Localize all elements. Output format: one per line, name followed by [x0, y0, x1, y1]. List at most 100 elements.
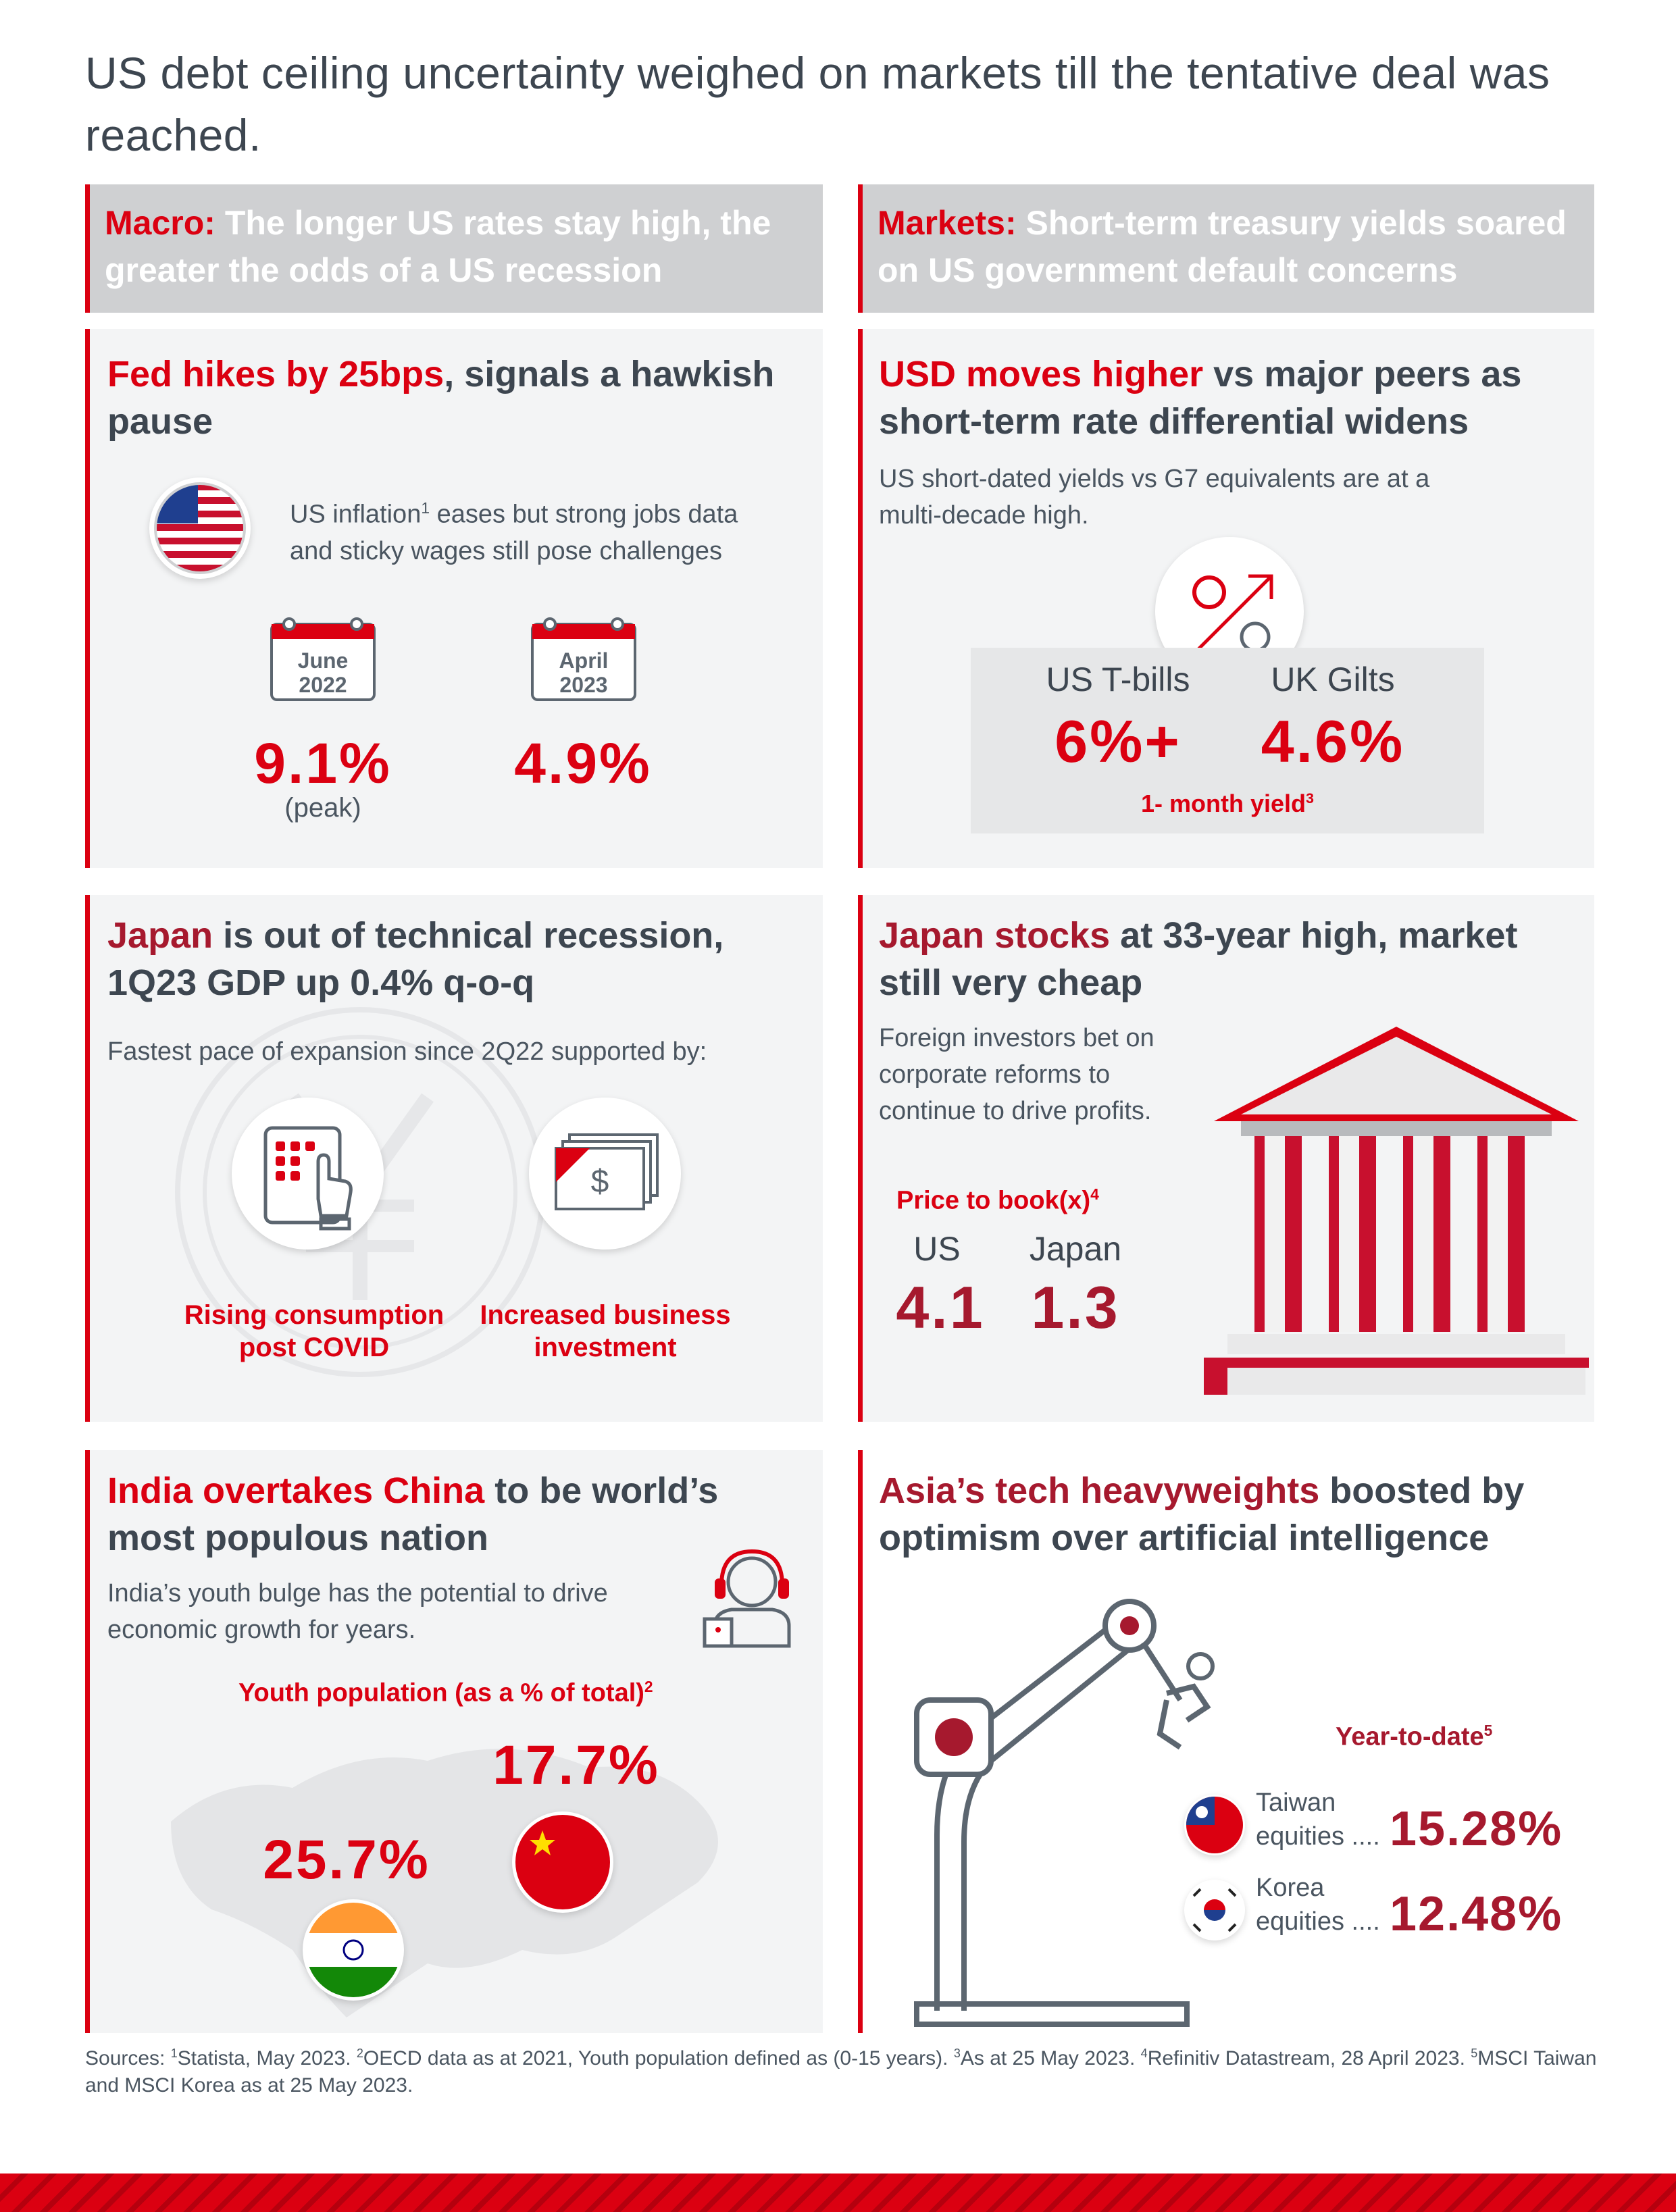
taiwan-label-l1: Taiwan [1256, 1789, 1336, 1817]
japan-item-1: Rising consumption post COVID [172, 1299, 456, 1364]
fed-note-a: US inflation [290, 500, 422, 529]
asia-tech-heading-red: Asia’s tech heavyweights [879, 1470, 1320, 1511]
usd-panel: USD moves higher vs major peers as short… [858, 329, 1594, 868]
usd-label-1: US T-bills [1046, 661, 1190, 698]
usd-caption-text: 1- month yield [1140, 790, 1306, 817]
usd-value-1: 6%+ [1055, 708, 1182, 775]
pb-value-us: 4.1 [896, 1274, 985, 1341]
china-value: 17.7% [492, 1734, 660, 1796]
japan-item-1-l1: Rising consumption [184, 1300, 445, 1330]
cal1-line1: June [297, 648, 349, 673]
usd-heading: USD moves higher vs major peers as short… [879, 351, 1581, 445]
svg-text:$: $ [591, 1164, 609, 1200]
stock-exchange-building-icon [1204, 1027, 1589, 1395]
usd-label-2: UK Gilts [1271, 661, 1395, 698]
src-b: Statista, May 2023. [177, 2047, 357, 2069]
korea-label: Korea equities .... [1256, 1871, 1391, 1938]
fed-note: US inflation1 eases but strong jobs data… [290, 490, 783, 569]
asia-map-icon [171, 1749, 718, 2017]
pb-value-japan: 1.3 [1031, 1274, 1120, 1341]
taiwan-label-l2: equities .... [1256, 1822, 1380, 1851]
decorative-bottom-band [0, 2174, 1676, 2212]
pb-label-text: Price to book(x) [896, 1186, 1091, 1215]
youth-label-sup: 2 [644, 1678, 653, 1695]
calendar-icon-june [269, 615, 377, 702]
japan-stocks-heading-rest: at 33-year high, market still very cheap [879, 915, 1518, 1003]
markets-header: Markets: Short-term treasury yields soar… [858, 184, 1594, 313]
taiwan-value: 15.28% [1390, 1802, 1563, 1856]
fed-note-b: eases but strong jobs data and sticky wa… [290, 500, 738, 565]
pb-label-sup: 4 [1090, 1185, 1099, 1203]
src-s4: 4 [1140, 2047, 1148, 2060]
pb-label: Price to book(x)4 [896, 1185, 1167, 1216]
usd-caption: 1- month yield3 [1072, 790, 1383, 818]
src-s3: 3 [953, 2047, 961, 2060]
india-note: India’s youth bulge has the potential to… [107, 1579, 608, 1644]
usd-heading-red: USD moves higher [879, 354, 1204, 394]
japan-gdp-panel: Japan is out of technical recession, 1Q2… [85, 895, 823, 1422]
india-flag-icon [303, 1899, 404, 2001]
usd-value-2: 4.6% [1261, 708, 1405, 775]
korea-label-l2: equities .... [1256, 1907, 1380, 1936]
china-flag-icon [512, 1811, 613, 1913]
asia-tech-heading-rest: boosted by optimism over artificial inte… [879, 1470, 1525, 1558]
india-heading-red: India overtakes China [107, 1470, 485, 1511]
pb-label-japan: Japan [1029, 1230, 1122, 1268]
src-s2: 2 [356, 2047, 363, 2060]
src-f: MSCI Taiwan and MSCI Korea as at 25 May … [85, 2047, 1597, 2097]
calendar-icon-april [530, 615, 638, 702]
fed-value-1-note: (peak) [284, 793, 361, 823]
calendar-april-text: April 2023 [530, 648, 638, 697]
korea-value: 12.48% [1390, 1887, 1563, 1941]
cal1-line2: 2022 [299, 673, 347, 697]
cal2-line1: April [559, 648, 609, 673]
cal2-line2: 2023 [559, 673, 608, 697]
sources-footnote: Sources: 1Statista, May 2023. 2OECD data… [85, 2040, 1598, 2099]
cash-icon: $ [529, 1098, 681, 1250]
japan-item-2-l1: Increased business [480, 1300, 731, 1330]
korea-flag-icon [1184, 1880, 1245, 1940]
src-e: Refinitiv Datastream, 28 April 2023. [1147, 2047, 1471, 2069]
pb-label-us: US [913, 1230, 961, 1268]
japan-stocks-note: Foreign investors bet on corporate refor… [879, 1024, 1154, 1125]
markets-header-text: Short-term treasury yields soared on US … [878, 204, 1567, 289]
robot-arm-icon [914, 1599, 1215, 2027]
japan-gdp-heading-red: Japan [107, 915, 213, 956]
japan-stocks-heading: Japan stocks at 33-year high, market sti… [879, 912, 1581, 1006]
india-heading: India overtakes China to be world’s most… [107, 1467, 783, 1562]
macro-header-text: The longer US rates stay high, the great… [105, 204, 771, 289]
ytd-label-text: Year-to-date [1336, 1722, 1484, 1751]
macro-header: Macro: The longer US rates stay high, th… [85, 184, 823, 313]
japan-item-2-l2: investment [534, 1333, 677, 1362]
japan-stocks-panel: Japan stocks at 33-year high, market sti… [858, 895, 1594, 1422]
japan-gdp-heading: Japan is out of technical recession, 1Q2… [107, 912, 810, 1006]
src-d: As at 25 May 2023. [960, 2047, 1141, 2069]
ytd-label-sup: 5 [1483, 1722, 1493, 1739]
japan-gdp-note: Fastest pace of expansion since 2Q22 sup… [107, 1037, 707, 1066]
fed-heading: Fed hikes by 25bps, signals a hawkish pa… [107, 351, 810, 445]
fed-value-1: 9.1% [254, 731, 392, 795]
india-heading-rest: to be world’s most populous nation [107, 1470, 719, 1558]
japan-item-2: Increased business investment [463, 1299, 747, 1364]
japan-stocks-heading-red: Japan stocks [879, 915, 1111, 956]
asia-tech-heading: Asia’s tech heavyweights boosted by opti… [879, 1467, 1588, 1562]
ytd-label: Year-to-date5 [1336, 1722, 1585, 1752]
youth-label: Youth population (as a % of total)2 [238, 1678, 711, 1708]
tablet-touch-icon [232, 1098, 384, 1250]
usd-heading-rest: vs major peers as short-term rate differ… [879, 354, 1522, 442]
student-headphones-icon [703, 1549, 791, 1648]
macro-header-prefix: Macro: [105, 204, 215, 242]
us-flag-icon [149, 478, 251, 579]
src-s1: 1 [170, 2047, 178, 2060]
fed-panel: Fed hikes by 25bps, signals a hawkish pa… [85, 329, 823, 868]
asia-tech-panel: Asia’s tech heavyweights boosted by opti… [858, 1450, 1594, 2033]
fed-note-sup: 1 [421, 499, 430, 517]
japan-item-1-l2: post COVID [238, 1333, 390, 1362]
taiwan-flag-icon [1184, 1795, 1245, 1855]
fed-heading-rest: , signals a hawkish pause [107, 354, 775, 442]
yield-box [971, 648, 1484, 833]
usd-caption-sup: 3 [1306, 790, 1315, 806]
page-title: US debt ceiling uncertainty weighed on m… [85, 48, 1550, 160]
india-value: 25.7% [263, 1829, 430, 1891]
fed-value-2: 4.9% [514, 731, 652, 795]
